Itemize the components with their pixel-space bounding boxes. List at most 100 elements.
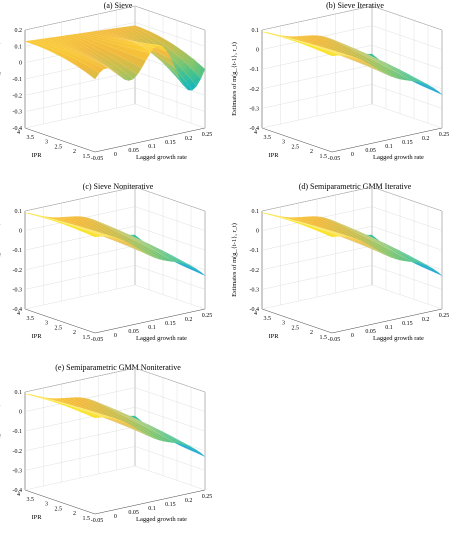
mesh-line	[287, 217, 358, 240]
floor-edge	[261, 127, 443, 153]
x-tick-label: 0.25	[202, 132, 213, 138]
y-tick-label: 2	[73, 511, 76, 517]
z-axis-label: Estimates of m(g_{t-1}, r_t)	[231, 223, 238, 297]
z-tick-label: -0.2	[250, 268, 260, 274]
y-tick-label: 2	[73, 330, 76, 336]
z-tick-label: -0.1	[13, 429, 23, 435]
mesh-line	[350, 230, 421, 264]
floor-edge	[24, 308, 206, 334]
z-grid-line	[261, 245, 443, 270]
x-tick-label: 0.1	[385, 144, 393, 150]
mesh-line	[71, 216, 142, 252]
surface-plot-svg: (e) Semiparametric GMM Noniterative -0.4 -…	[0, 363, 213, 524]
mesh-line	[308, 216, 379, 252]
mesh-line	[355, 51, 426, 84]
mesh-line	[92, 31, 163, 47]
mesh-line	[291, 36, 362, 61]
y-tick-label: 4	[254, 311, 257, 317]
mesh-line	[130, 234, 201, 273]
mesh-line	[46, 216, 117, 239]
chart-title: (b) Sieve Iterative	[326, 1, 384, 10]
mesh-line	[134, 25, 206, 70]
y-tick-label: 2.5	[292, 144, 300, 150]
y-tick-label: 2	[73, 149, 76, 155]
mesh-line	[96, 221, 167, 261]
y-axis-label: IPR	[31, 152, 42, 159]
mesh-line	[24, 41, 96, 80]
mesh-line	[75, 33, 146, 61]
z-grid-line	[24, 284, 206, 310]
mesh-line	[67, 397, 138, 430]
z-tick-label: -0.3	[250, 106, 260, 112]
x-tick-label: 0.25	[439, 313, 450, 319]
mesh-line	[359, 52, 430, 86]
mesh-line	[75, 397, 146, 435]
mesh-line	[46, 397, 117, 420]
mesh-line	[300, 217, 371, 246]
z-tick-label: -0.4	[250, 126, 260, 132]
x-tick-label: 0.25	[202, 494, 213, 500]
mesh-line	[92, 219, 163, 261]
mesh-line	[101, 223, 172, 262]
mesh-line	[29, 40, 100, 74]
x-tick-label: 0	[114, 514, 117, 520]
x-tick-label: 0	[114, 333, 117, 339]
mesh-line	[88, 32, 159, 46]
mesh-line	[84, 216, 155, 258]
z-tick-label: 0	[256, 229, 259, 235]
y-axis-label: IPR	[268, 152, 279, 159]
x-tick-label: -0.05	[328, 156, 341, 162]
mesh-line	[270, 214, 341, 237]
mesh-line	[63, 217, 134, 246]
mesh-line	[105, 29, 176, 70]
x-tick-label: 0.05	[128, 329, 139, 335]
x-tick-label: 0.2	[422, 136, 430, 142]
y-tick-label: 4	[17, 492, 20, 498]
mesh-line	[88, 217, 159, 260]
z-tick-label: -0.3	[250, 287, 260, 293]
surface-mesh	[261, 31, 443, 95]
mesh-line	[79, 33, 151, 54]
mesh-line	[71, 34, 142, 69]
mesh-line	[278, 216, 349, 238]
x-tick-label: -0.05	[91, 518, 104, 524]
mesh-line	[67, 216, 138, 249]
mesh-line	[54, 398, 125, 423]
mesh-line	[350, 49, 421, 83]
z-tick-label: -0.2	[13, 449, 23, 455]
x-tick-label: -0.05	[91, 337, 104, 343]
chart-panel-d-gmm-iterative: (d) Semiparametric GMM Iterative -0.4 -0.3…	[231, 181, 474, 362]
y-axis-label: IPR	[268, 333, 279, 340]
mesh-line	[338, 223, 409, 262]
mesh-line	[105, 225, 176, 263]
z-tick-label: 0.1	[15, 390, 23, 396]
mesh-line	[67, 35, 138, 75]
y-tick-label: 2	[310, 149, 313, 155]
chart-panel-a-sieve: (a) Sieve -0.4 -0.3 -0.2 -0.1 0 0.1 0.2 -0.05 0 0.…	[0, 0, 237, 181]
mesh-line	[304, 216, 375, 249]
y-tick-label: 4	[254, 130, 257, 136]
surface-mesh	[24, 25, 206, 91]
z-tick-label: -0.4	[13, 126, 23, 132]
y-tick-label: 1.5	[320, 335, 328, 341]
surface-patch	[434, 89, 443, 95]
mesh-line	[316, 35, 388, 75]
z-tick-label: 0.1	[15, 209, 23, 215]
chart-title: (e) Semiparametric GMM Noniterative	[55, 363, 181, 372]
mesh-line	[342, 225, 413, 263]
mesh-line	[29, 213, 100, 237]
chart-panel-e-gmm-noniterative: (e) Semiparametric GMM Noniterative -0.4 -…	[0, 362, 237, 543]
floor-edge	[261, 308, 443, 334]
chart-panel-b-sieve-iterative: (b) Sieve Iterative -0.4 -0.3 -0.2 -0.1 0 0.1 -…	[231, 0, 474, 181]
x-tick-label: 0	[114, 152, 117, 158]
y-tick-label: 3	[282, 321, 285, 327]
y-tick-label: 1.5	[83, 335, 91, 341]
mesh-line	[113, 28, 184, 86]
floor-edge	[24, 127, 206, 153]
mesh-line	[270, 33, 341, 56]
mesh-line	[33, 214, 104, 237]
mesh-line	[371, 234, 443, 276]
x-tick-label: 0.05	[128, 148, 139, 154]
mesh-line	[24, 212, 96, 238]
mesh-line	[109, 409, 180, 444]
